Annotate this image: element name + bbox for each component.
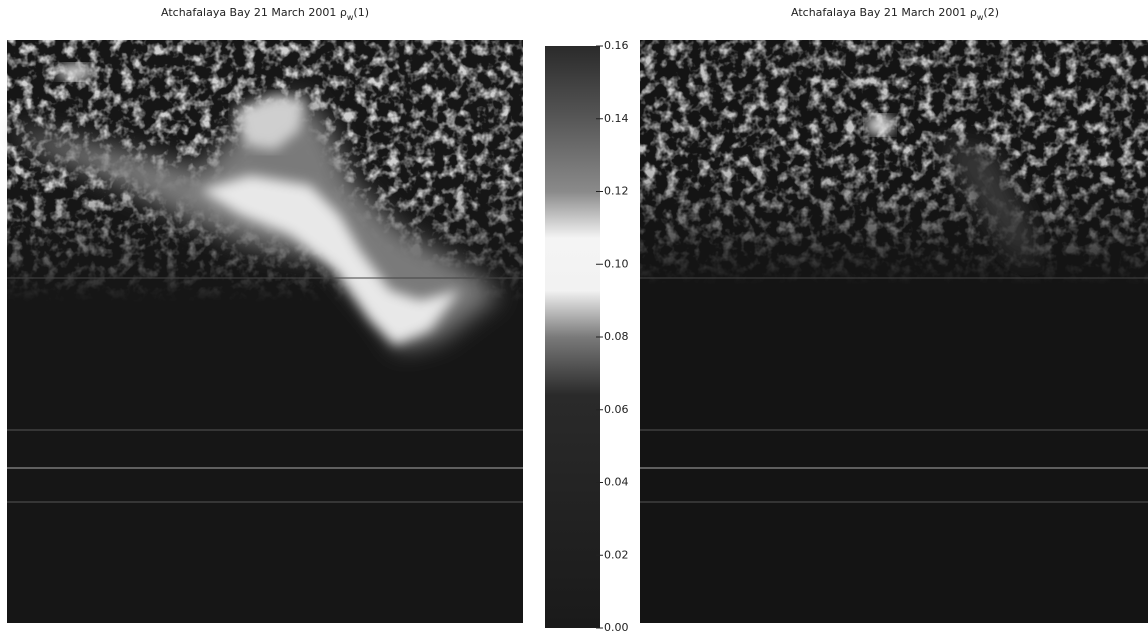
tick-label: 0.10 — [604, 257, 629, 270]
panel-title: Atchafalaya Bay 21 March 2001 ρw(1) — [161, 6, 369, 22]
image-left — [7, 40, 523, 623]
panel-title: Atchafalaya Bay 21 March 2001 ρw(2) — [791, 6, 999, 22]
colorbar-gradient — [545, 46, 600, 628]
tick-label: 0.02 — [604, 548, 629, 561]
title-suffix: (2) — [983, 6, 999, 19]
image-right — [640, 40, 1148, 623]
colorbar: 0.00 0.02 0.04 0.06 0.08 0.10 0.12 0.14 0.16 — [545, 39, 629, 634]
tick-label: 0.08 — [604, 330, 629, 343]
tick-label: 0.14 — [604, 112, 629, 125]
title-suffix: (1) — [353, 6, 369, 19]
tick-label: 0.00 — [604, 621, 629, 634]
title-text: Atchafalaya Bay 21 March 2001 ρ — [161, 6, 347, 19]
tick-label: 0.04 — [604, 476, 629, 489]
title-subscript: w — [977, 13, 984, 22]
title-text: Atchafalaya Bay 21 March 2001 ρ — [791, 6, 977, 19]
tick-label: 0.16 — [604, 39, 629, 52]
tick-label: 0.06 — [604, 403, 629, 416]
tick-label: 0.12 — [604, 185, 629, 198]
title-subscript: w — [347, 13, 354, 22]
